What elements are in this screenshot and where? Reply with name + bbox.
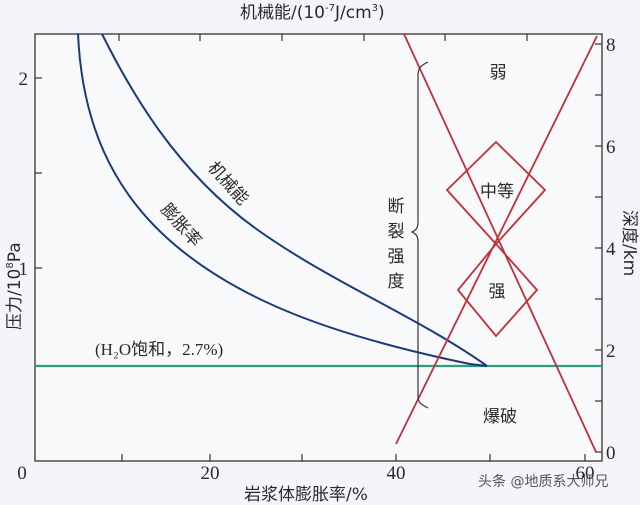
fracture-zone-lines bbox=[395, 33, 598, 453]
right-axis-title: 深度/km bbox=[619, 210, 639, 276]
y2-axis-ticks bbox=[595, 43, 602, 453]
x-axis-ticks bbox=[121, 454, 586, 461]
y-tick-1: 1 bbox=[19, 259, 29, 280]
mechanical-energy-curve bbox=[101, 33, 488, 367]
brace-label-char-2: 裂 bbox=[388, 222, 405, 242]
left-axis-title: 压力/108Pa bbox=[5, 242, 25, 330]
y-axis-ticks bbox=[35, 77, 42, 269]
brace-label-char-3: 强 bbox=[388, 247, 405, 267]
brace-label-char-1: 断 bbox=[388, 197, 405, 217]
zone-medium-label: 中等 bbox=[480, 182, 514, 202]
x-tick-20: 20 bbox=[201, 463, 220, 484]
zone-strong-label: 强 bbox=[489, 282, 506, 302]
expansion-rate-curve bbox=[77, 33, 488, 367]
x-tick-40: 40 bbox=[387, 463, 406, 484]
top-axis-title: 机械能/(10-7J/cm3) bbox=[240, 3, 385, 23]
y2-tick-4: 4 bbox=[606, 239, 616, 260]
bottom-axis-title: 岩浆体膨胀率/% bbox=[244, 485, 368, 505]
y2-tick-2: 2 bbox=[606, 341, 616, 362]
x-tick-60: 60 bbox=[576, 463, 595, 484]
fracture-strength-brace bbox=[410, 61, 429, 409]
zone-weak-label: 弱 bbox=[490, 63, 507, 83]
watermark: 头条 @地质系大师兄 bbox=[478, 473, 608, 490]
y2-tick-6: 6 bbox=[606, 137, 616, 158]
h2o-note: (H₂O饱和，2.7%) bbox=[95, 340, 223, 359]
y2-tick-0: 0 bbox=[606, 443, 616, 464]
brace-label-char-4: 度 bbox=[388, 272, 405, 292]
zone-burst-label: 爆破 bbox=[483, 407, 517, 427]
plot-frame bbox=[34, 33, 603, 462]
x-tick-0: 0 bbox=[17, 463, 27, 484]
y-tick-2: 2 bbox=[19, 69, 29, 90]
top-axis-ticks bbox=[118, 34, 528, 41]
y2-tick-8: 8 bbox=[606, 35, 616, 56]
